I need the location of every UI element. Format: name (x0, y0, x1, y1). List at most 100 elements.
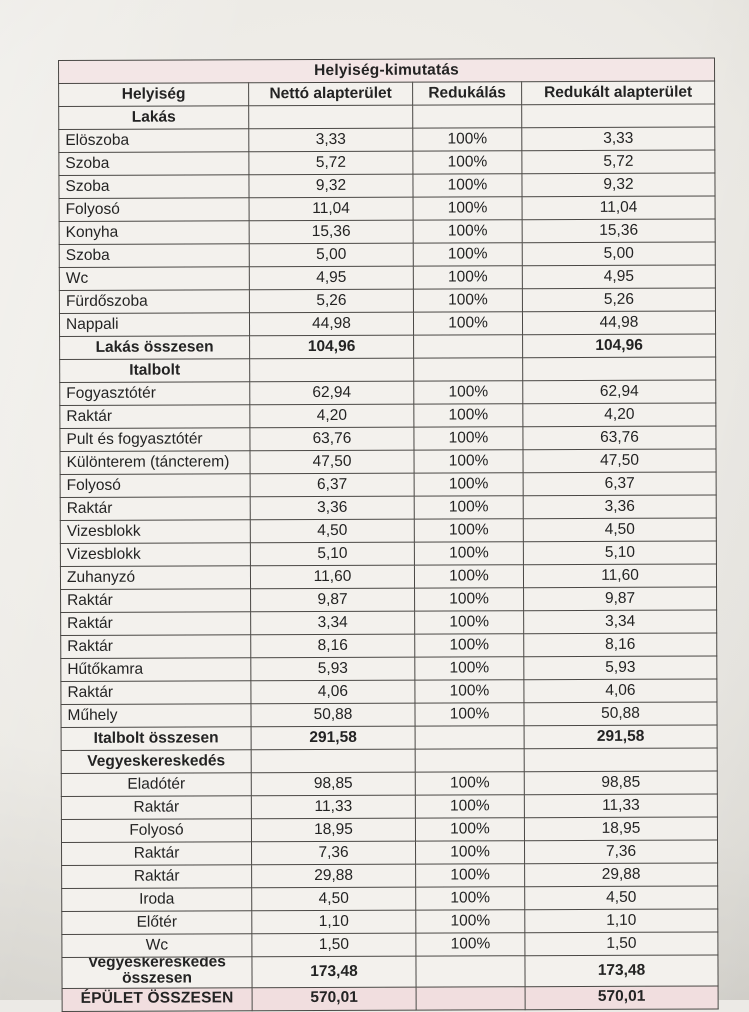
room-name: Zuhanyzó (60, 565, 251, 590)
section-total-reduced-area: 173,48 (524, 954, 719, 987)
section-header-row: Lakás (58, 103, 715, 130)
section-total-net-area: 173,48 (251, 956, 417, 988)
room-reduced-area: 5,72 (521, 149, 715, 174)
table-row: Vizesblokk 5,10 100% 5,10 (60, 540, 717, 567)
room-reduced-area: 1,10 (524, 908, 718, 933)
room-net-area: 5,26 (249, 289, 414, 313)
room-name: Wc (61, 933, 252, 958)
room-name: Raktár (61, 795, 252, 820)
room-net-area: 11,60 (250, 565, 415, 589)
grand-total-row: ÉPÜLET ÖSSZESEN 570,01 570,01 (62, 985, 719, 1012)
room-reduced-area: 63,76 (522, 425, 717, 450)
room-reduction: 100% (412, 173, 523, 198)
room-name: Raktár (61, 841, 252, 866)
table-row: Raktár 11,33 100% 11,33 (61, 793, 718, 820)
table-row: Fürdőszoba 5,26 100% 5,26 (59, 287, 716, 314)
table-row: Iroda 4,50 100% 4,50 (61, 885, 718, 912)
room-reduced-area: 11,04 (522, 195, 716, 220)
table-body: Helyiség-kimutatás Helyiség Nettó alapte… (58, 57, 719, 1012)
room-net-area: 3,36 (250, 496, 415, 520)
room-reduced-area: 3,36 (523, 494, 717, 519)
room-reduction: 100% (414, 449, 524, 474)
room-reduced-area: 5,93 (523, 655, 717, 680)
column-header-helyiseg: Helyiség (58, 82, 249, 107)
table-row: Fogyasztótér 62,94 100% 62,94 (59, 379, 716, 406)
table-row: Raktár 9,87 100% 9,87 (60, 586, 717, 613)
table-row: Raktár 4,20 100% 4,20 (59, 402, 716, 429)
room-reduction: 100% (412, 150, 522, 175)
table-title-row: Helyiség-kimutatás (58, 57, 715, 84)
room-reduction: 100% (415, 771, 525, 796)
room-reduced-area: 44,98 (522, 310, 716, 335)
room-reduced-area: 9,87 (523, 586, 717, 611)
section-header-spacer-final (521, 103, 715, 128)
room-reduced-area: 29,88 (524, 862, 718, 887)
table-row: Raktár 8,16 100% 8,16 (60, 632, 717, 659)
table-row: Raktár 4,06 100% 4,06 (60, 678, 717, 705)
room-net-area: 11,04 (249, 197, 414, 221)
room-name: Fogyasztótér (59, 381, 250, 406)
section-total-reduction (415, 725, 525, 750)
section-header-spacer-red (413, 357, 523, 382)
room-reduced-area: 4,95 (522, 264, 716, 289)
room-net-area: 44,98 (249, 312, 414, 336)
room-reduction: 100% (414, 541, 524, 566)
room-reduction: 100% (415, 932, 525, 957)
room-net-area: 3,33 (248, 128, 413, 152)
section-header-spacer-final (522, 356, 716, 381)
room-name: Raktár (59, 404, 250, 429)
room-reduction: 100% (415, 840, 525, 865)
table-row: Elöszoba 3,33 100% 3,33 (58, 126, 715, 153)
room-reduced-area: 8,16 (523, 632, 717, 657)
table-row: Folyosó 11,04 100% 11,04 (59, 195, 716, 222)
room-name: Szoba (58, 151, 249, 176)
table-row: Folyosó 6,37 100% 6,37 (60, 471, 717, 498)
table-row: Zuhanyzó 11,60 100% 11,60 (60, 563, 717, 590)
room-name: Eladótér (61, 772, 252, 797)
section-header-spacer-net (251, 749, 416, 773)
table-row: Wc 4,95 100% 4,95 (59, 264, 716, 291)
room-reduction: 100% (415, 794, 525, 819)
section-header-spacer-net (248, 105, 413, 129)
room-reduced-area: 4,50 (524, 885, 718, 910)
room-net-area: 98,85 (251, 772, 416, 796)
room-net-area: 4,50 (250, 519, 415, 543)
grand-total-label: ÉPÜLET ÖSSZESEN (62, 987, 253, 1012)
room-reduced-area: 5,26 (522, 287, 716, 312)
section-header-spacer-red (415, 748, 525, 773)
room-name: Műhely (60, 703, 252, 728)
room-reduction: 100% (415, 817, 525, 842)
room-net-area: 1,10 (251, 910, 416, 934)
section-total-label: Lakás összesen (59, 335, 250, 360)
room-reduction: 100% (412, 127, 522, 152)
room-reduction: 100% (414, 472, 524, 497)
room-reduction: 100% (413, 196, 523, 221)
room-net-area: 4,06 (250, 680, 415, 704)
room-name: Előtér (61, 910, 252, 935)
room-net-area: 47,50 (250, 450, 415, 474)
room-net-area: 5,10 (250, 542, 415, 566)
room-reduction: 100% (414, 518, 524, 543)
table-row: Wc 1,50 100% 1,50 (61, 931, 718, 958)
room-reduction: 100% (414, 702, 525, 727)
room-net-area: 1,50 (251, 933, 416, 957)
section-total-row: Lakás összesen 104,96 104,96 (59, 333, 716, 360)
section-total-reduction (413, 334, 523, 359)
table-row: Raktár 3,36 100% 3,36 (60, 494, 717, 521)
table-row: Raktár 7,36 100% 7,36 (61, 839, 718, 866)
room-reduction: 100% (413, 380, 523, 405)
room-name: Raktár (60, 634, 251, 659)
room-net-area: 5,72 (248, 151, 413, 175)
document-title: Helyiség-kimutatás (58, 57, 715, 84)
room-reduced-area: 4,50 (523, 517, 717, 542)
room-net-area: 7,36 (251, 841, 416, 865)
table-row: Raktár 29,88 100% 29,88 (61, 862, 718, 889)
room-reduction: 100% (413, 288, 523, 313)
room-net-area: 3,34 (250, 611, 415, 635)
section-header-italbolt: Italbolt (59, 358, 250, 383)
section-header-row: Italbolt (59, 356, 716, 383)
room-reduction: 100% (414, 610, 524, 635)
room-reduction: 100% (414, 495, 524, 520)
room-reduced-area: 1,50 (524, 931, 718, 956)
room-name: Folyosó (60, 473, 251, 498)
